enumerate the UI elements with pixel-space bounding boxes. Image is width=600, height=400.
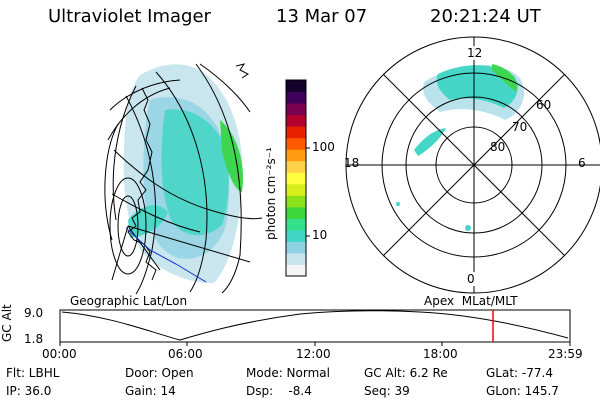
colorbar-swatch bbox=[286, 229, 306, 242]
info-gc-alt: GC Alt: 6.2 Re bbox=[364, 366, 448, 380]
info-flt: Flt: LBHL bbox=[6, 366, 60, 380]
geographic-panel bbox=[104, 63, 263, 295]
altitude-ytick-low: 1.8 bbox=[24, 332, 44, 346]
altitude-xtick-1200: 12:00 bbox=[296, 347, 331, 361]
colorbar-swatch bbox=[286, 218, 306, 231]
polar-emission-arc bbox=[414, 128, 446, 156]
colorbar-swatch bbox=[286, 126, 306, 139]
lat-label-60: 60 bbox=[536, 98, 552, 112]
colorbar-swatch bbox=[286, 172, 306, 185]
altitude-xtick-2359: 23:59 bbox=[548, 347, 583, 361]
magnetic-meridian bbox=[125, 227, 207, 283]
colorbar-swatch bbox=[286, 103, 306, 116]
coastline bbox=[127, 63, 249, 281]
colorbar-swatch bbox=[286, 114, 306, 127]
info-ip: IP: 36.0 bbox=[6, 384, 52, 398]
altitude-ytick-high: 9.0 bbox=[24, 306, 44, 320]
altitude-xtick-0600: 06:00 bbox=[168, 347, 203, 361]
mlt-label-6: 6 bbox=[578, 156, 586, 170]
polar-panel-label: Apex MLat/MLT bbox=[424, 294, 518, 308]
info-glat: GLat: -77.4 bbox=[486, 366, 553, 380]
colorbar-swatch bbox=[286, 264, 306, 277]
altitude-curve bbox=[61, 310, 569, 341]
lat-label-70: 70 bbox=[512, 120, 528, 134]
altitude-xtick-0000: 00:00 bbox=[42, 347, 77, 361]
colorbar-tick-100: 100 bbox=[312, 140, 335, 154]
info-door: Door: Open bbox=[125, 366, 194, 380]
altitude-ylabel: GC Alt bbox=[0, 304, 14, 342]
colorbar bbox=[285, 79, 310, 277]
lat-label-80: 80 bbox=[490, 140, 506, 154]
time: 20:21:24 UT bbox=[430, 6, 541, 27]
info-seq: Seq: 39 bbox=[364, 384, 410, 398]
title: Ultraviolet Imager bbox=[48, 6, 211, 27]
mlt-label-18: 18 bbox=[344, 156, 360, 170]
colorbar-swatch bbox=[286, 195, 306, 208]
colorbar-label: photon cm⁻²s⁻¹ bbox=[264, 147, 278, 240]
colorbar-swatch bbox=[286, 252, 306, 265]
colorbar-swatch bbox=[286, 160, 306, 173]
geo-emission-peak bbox=[220, 120, 244, 192]
geo-emission-inner bbox=[161, 109, 229, 236]
colorbar-swatch bbox=[286, 206, 306, 219]
polar-panel bbox=[345, 36, 600, 294]
info-glon: GLon: 145.7 bbox=[486, 384, 559, 398]
colorbar-swatch bbox=[286, 183, 306, 196]
colorbar-tick-10: 10 bbox=[312, 228, 328, 242]
altitude-strip-plot bbox=[59, 309, 571, 346]
geographic-panel-label: Geographic Lat/Lon bbox=[70, 294, 188, 308]
colorbar-swatch bbox=[286, 80, 306, 93]
colorbar-frame bbox=[285, 79, 307, 277]
altitude-xtick-1800: 18:00 bbox=[423, 347, 458, 361]
colorbar-swatch bbox=[286, 91, 306, 104]
info-gain: Gain: 14 bbox=[125, 384, 176, 398]
colorbar-swatch bbox=[286, 241, 306, 254]
mlt-label-0: 0 bbox=[467, 272, 475, 286]
mlt-label-12: 12 bbox=[467, 46, 483, 60]
info-dsp: Dsp: -8.4 bbox=[246, 384, 312, 398]
date: 13 Mar 07 bbox=[276, 6, 368, 27]
colorbar-swatch bbox=[286, 137, 306, 150]
info-mode: Mode: Normal bbox=[246, 366, 330, 380]
colorbar-swatch bbox=[286, 149, 306, 162]
